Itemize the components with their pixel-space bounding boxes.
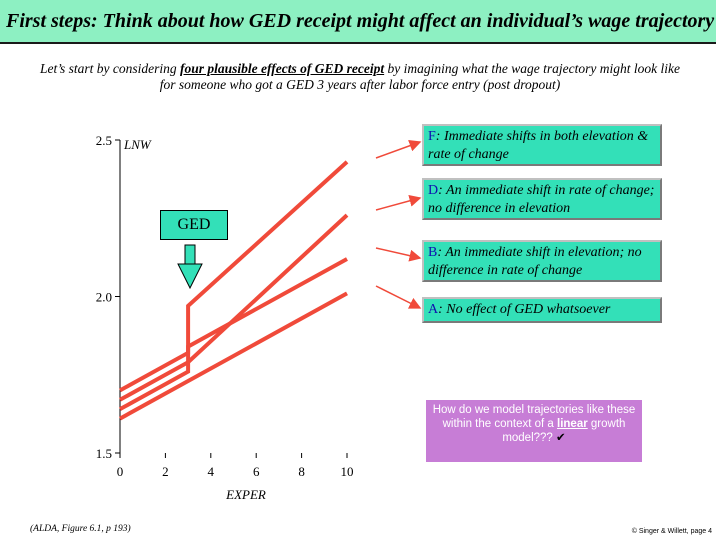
checkmark-icon: ✔ <box>556 432 566 444</box>
callout-a: A: No effect of GED whatsoever <box>422 297 662 323</box>
callout-f-text: : Immediate shifts in both elevation & r… <box>428 129 649 162</box>
intro-text: Let’s start by considering four plausibl… <box>40 61 680 93</box>
x-tick-label: 4 <box>208 464 215 479</box>
callout-f-connector <box>375 139 422 159</box>
series-line-a <box>119 291 348 421</box>
callout-f: F: Immediate shifts in both elevation & … <box>422 124 662 166</box>
callout-a-connector <box>375 285 422 309</box>
ged-label: GED <box>177 216 211 233</box>
question-part1: How do we model trajectories like these … <box>432 404 636 430</box>
intro-part1: Let’s start by considering <box>40 61 181 76</box>
callout-f-letter: F <box>428 129 436 144</box>
callout-d-text: : An immediate shift in rate of change; … <box>428 183 655 216</box>
x-axis-title: EXPER <box>225 487 266 502</box>
footer-credit: © Singer & Willett, page 4 <box>631 528 712 535</box>
question-emphasis: linear <box>557 418 588 430</box>
callout-b-letter: B <box>428 245 438 260</box>
callout-b: B: An immediate shift in elevation; no d… <box>422 240 662 282</box>
y-tick-label: 2.5 <box>96 133 112 148</box>
x-tick-label: 0 <box>117 464 124 479</box>
callout-d-connector <box>375 194 422 211</box>
callout-b-text: : An immediate shift in elevation; no di… <box>428 245 642 278</box>
question-box: How do we model trajectories like these … <box>426 400 642 462</box>
callout-d-letter: D <box>428 183 439 198</box>
intro-part2: by imagining what the wage trajectory mi… <box>159 61 680 92</box>
x-tick-label: 10 <box>341 464 354 479</box>
callout-d: D: An immediate shift in rate of change;… <box>422 178 662 220</box>
ged-label-box: GED <box>160 210 228 240</box>
question-part2: growth model??? <box>502 418 626 444</box>
callout-a-text: : No effect of GED whatsoever <box>438 302 611 317</box>
title-bar: First steps: Think about how GED receipt… <box>0 0 716 44</box>
series-line-f <box>119 160 349 393</box>
callout-a-letter: A <box>428 302 439 317</box>
y-axis-title: LNW <box>123 137 152 152</box>
x-tick-label: 8 <box>298 464 305 479</box>
y-tick-label: 2.0 <box>96 290 112 305</box>
y-tick-label: 1.5 <box>96 446 112 461</box>
series-line-b <box>119 257 348 411</box>
x-tick-label: 6 <box>253 464 260 479</box>
footer-citation: (ALDA, Figure 6.1, p 193) <box>30 524 131 534</box>
ged-arrow-icon <box>177 244 203 290</box>
x-tick-label: 2 <box>162 464 169 479</box>
slide-title: First steps: Think about how GED receipt… <box>6 9 715 32</box>
intro-emphasis: four plausible effects of GED receipt <box>180 61 385 76</box>
callout-b-connector <box>375 247 422 262</box>
